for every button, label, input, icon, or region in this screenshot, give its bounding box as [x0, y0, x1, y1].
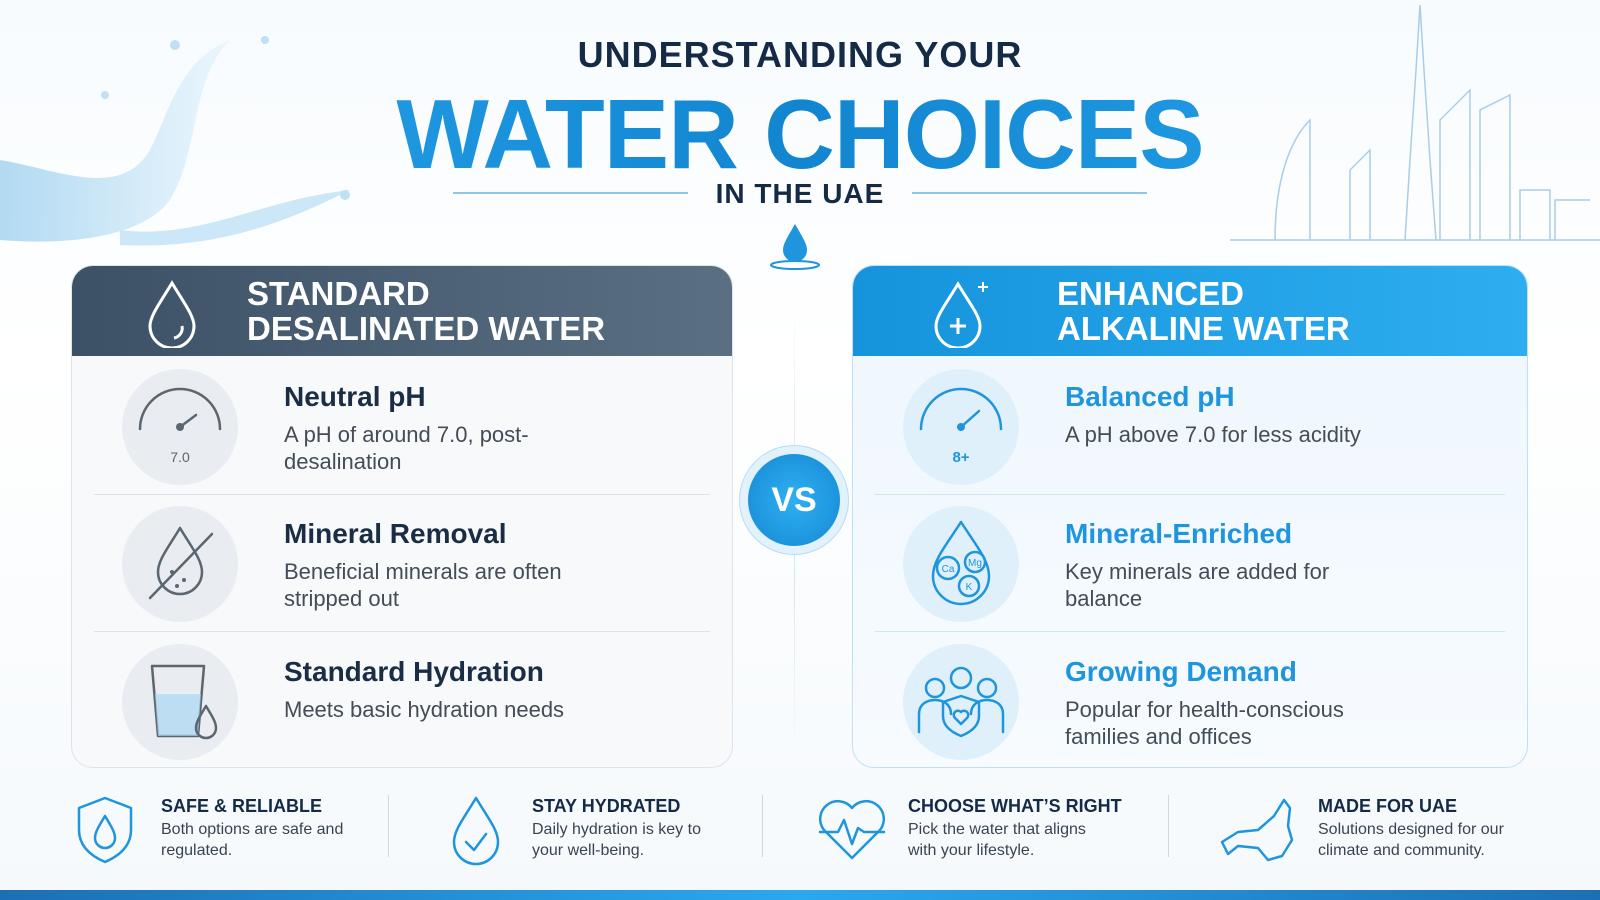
mineral-label: Ca — [942, 564, 955, 575]
main-title: WATER CHOICES — [0, 78, 1600, 191]
standard-panel: STANDARD DESALINATED WATER 7.0 Neutral p… — [71, 265, 733, 768]
gauge-label: 7.0 — [170, 449, 190, 465]
drop-check-icon — [452, 796, 500, 866]
city-skyline — [1230, 4, 1600, 241]
people-icon — [917, 666, 1005, 738]
footer-title: STAY HYDRATED — [532, 796, 681, 816]
feature-row: 7.0 Neutral pH A pH of around 7.0, post-… — [94, 359, 710, 496]
footer-item: STAY HYDRATED Daily hydration is key to … — [450, 796, 750, 866]
drop-icon — [770, 224, 820, 270]
feature-text: Beneficial minerals are often stripped o… — [284, 559, 562, 611]
footer-item: MADE FOR UAE Solutions designed for our … — [1218, 796, 1548, 866]
feature-title: Neutral pH — [284, 381, 426, 412]
feature-text: Popular for health-conscious families an… — [1065, 697, 1344, 749]
water-splash — [0, 36, 350, 246]
heart-icon — [818, 799, 886, 860]
feature-row: Standard Hydration Meets basic hydration… — [94, 634, 710, 767]
feature-row: 8+ Balanced pH A pH above 7.0 for less a… — [875, 359, 1505, 496]
no-mineral-icon — [148, 526, 214, 600]
gauge-icon: 7.0 — [138, 387, 222, 465]
glass-icon — [150, 664, 218, 740]
footer-title: SAFE & RELIABLE — [161, 796, 323, 816]
feature-row: Mineral Removal Beneficial minerals are … — [94, 496, 710, 633]
footer-item: CHOOSE WHAT’S RIGHT Pick the water that … — [816, 796, 1146, 866]
footer-text: Pick the water that aligns with your lif… — [908, 821, 1086, 859]
panel-header: ENHANCED ALKALINE WATER — [853, 266, 1527, 356]
panel-title-line: ENHANCED — [1057, 275, 1245, 312]
panel-title-line: STANDARD — [247, 275, 430, 312]
feature-title: Standard Hydration — [284, 656, 544, 687]
feature-title: Growing Demand — [1065, 656, 1297, 687]
feature-title: Mineral-Enriched — [1065, 518, 1293, 549]
footer-text: Daily hydration is key to your well-bein… — [532, 821, 701, 859]
feature-icon — [903, 644, 1019, 760]
uae-map-icon — [1220, 798, 1294, 862]
mineral-label: Mg — [968, 558, 982, 569]
feature-text: Meets basic hydration needs — [284, 697, 565, 722]
footer-title: CHOOSE WHAT’S RIGHT — [908, 796, 1122, 816]
feature-text: A pH of around 7.0, post-desalination — [284, 422, 529, 474]
separator — [1168, 795, 1169, 857]
feature-title: Mineral Removal — [284, 518, 507, 549]
feature-text: A pH above 7.0 for less acidity — [1065, 422, 1361, 447]
panel-title-line: DESALINATED WATER — [247, 310, 606, 347]
feature-icon: 7.0 — [122, 369, 238, 485]
shield-icon — [77, 796, 133, 864]
feature-icon: 8+ — [903, 369, 1019, 485]
drop-icon — [148, 280, 196, 348]
subtitle-rule — [453, 192, 688, 194]
footer-item: SAFE & RELIABLE Both options are safe an… — [75, 796, 375, 866]
divider — [94, 494, 710, 495]
feature-icon — [122, 506, 238, 622]
eyebrow: UNDERSTANDING YOUR — [577, 34, 1023, 75]
alkaline-panel: ENHANCED ALKALINE WATER 8+ Balanced pH A… — [852, 265, 1528, 768]
feature-icon: Ca Mg K — [903, 506, 1019, 622]
vs-badge: VS — [748, 454, 840, 546]
feature-text: Key minerals are added for balance — [1065, 559, 1330, 611]
panel-title-line: ALKALINE WATER — [1057, 310, 1350, 347]
feature-row: Ca Mg K Mineral-Enriched Key minerals are … — [875, 496, 1505, 633]
divider — [875, 494, 1505, 495]
divider — [875, 631, 1505, 632]
feature-row: Growing Demand Popular for health-consci… — [875, 634, 1505, 767]
gauge-label: 8+ — [952, 449, 969, 466]
mineral-label: K — [966, 582, 973, 593]
footer-text: Solutions designed for our climate and c… — [1318, 821, 1504, 859]
separator — [388, 795, 389, 857]
footer-title: MADE FOR UAE — [1318, 796, 1457, 816]
divider — [94, 631, 710, 632]
drop-plus-icon — [934, 281, 988, 348]
footer-text: Both options are safe and regulated. — [161, 821, 344, 859]
subtitle-rule — [912, 192, 1147, 194]
minerals-icon: Ca Mg K — [931, 520, 991, 606]
bottom-bar — [0, 890, 1600, 900]
feature-icon — [122, 644, 238, 760]
subtitle: IN THE UAE — [715, 178, 885, 209]
panel-header: STANDARD DESALINATED WATER — [72, 266, 732, 356]
separator — [762, 795, 763, 857]
gauge-icon: 8+ — [919, 387, 1003, 466]
feature-title: Balanced pH — [1065, 381, 1235, 412]
